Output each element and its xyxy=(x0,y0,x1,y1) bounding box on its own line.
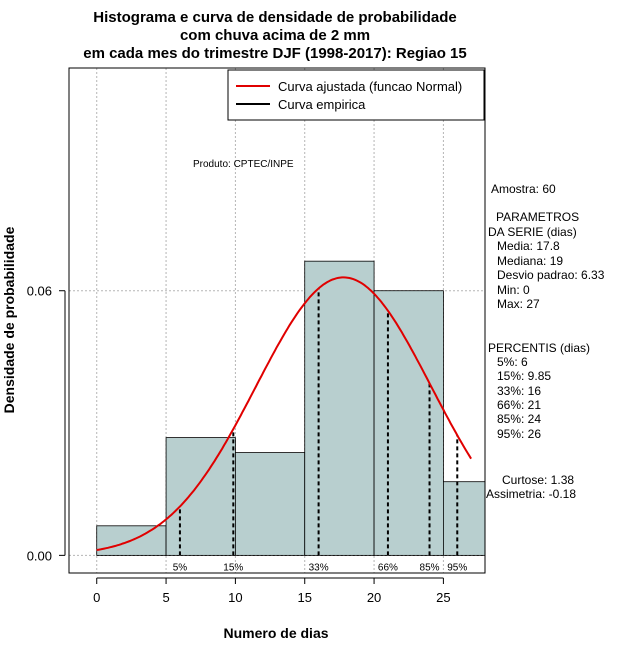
amostra-text: Amostra: 60 xyxy=(491,182,556,196)
side-panel: Amostra: 60 PARAMETROS DA SERIE (dias) M… xyxy=(486,182,605,501)
percentil-5: 5%: 6 xyxy=(497,355,528,369)
param-max: Max: 27 xyxy=(497,297,540,311)
percentile-label: 66% xyxy=(378,562,398,573)
plot-frame xyxy=(68,67,486,574)
percentile-label: 15% xyxy=(223,562,243,573)
product-label: Produto: CPTEC/INPE xyxy=(193,159,294,170)
percentil-33: 33%: 16 xyxy=(497,384,541,398)
x-tick-label: 25 xyxy=(436,590,450,605)
param-desvio: Desvio padrao: 6.33 xyxy=(497,268,605,282)
percentile-label: 33% xyxy=(309,562,329,573)
percentil-66: 66%: 21 xyxy=(497,398,541,412)
legend: Curva ajustada (funcao Normal) Curva emp… xyxy=(227,69,485,121)
percentil-15: 15%: 9.85 xyxy=(497,369,551,383)
legend-label-empirical: Curva empirica xyxy=(278,97,366,112)
param-min: Min: 0 xyxy=(497,283,530,297)
chart-title-line-2: com chuva acima de 2 mm xyxy=(180,27,370,44)
percentil-95: 95%: 26 xyxy=(497,427,541,441)
param-media: Media: 17.8 xyxy=(497,239,560,253)
chart-title-line-1: Histograma e curva de densidade de proba… xyxy=(93,9,456,26)
x-axis-label: Numero de dias xyxy=(223,625,328,641)
percentile-label: 85% xyxy=(420,562,440,573)
chart-title-line-3: em cada mes do trimestre DJF (1998-2017)… xyxy=(83,45,467,62)
x-tick-label: 10 xyxy=(228,590,242,605)
params-title-1: PARAMETROS xyxy=(496,210,579,224)
legend-label-normal: Curva ajustada (funcao Normal) xyxy=(278,79,462,94)
y-tick-label: 0.06 xyxy=(27,284,52,299)
params-title-2: DA SERIE (dias) xyxy=(488,225,577,239)
axis-layer: 0 5 10 15 20 25 0.00 0.06 xyxy=(27,284,451,605)
histogram-bar xyxy=(234,452,306,556)
curve-layer xyxy=(96,276,472,551)
percentil-85: 85%: 24 xyxy=(497,412,541,426)
x-tick-label: 5 xyxy=(162,590,169,605)
percentile-layer: 5% 15% 33% 66% 85% 95% xyxy=(173,288,467,573)
percentile-label: 95% xyxy=(447,562,467,573)
curtose-text: Curtose: 1.38 xyxy=(502,473,574,487)
bars-layer xyxy=(96,260,486,556)
legend-box xyxy=(227,69,485,121)
histogram-bar xyxy=(442,481,486,556)
percentile-label: 5% xyxy=(173,562,188,573)
histogram-bar xyxy=(165,437,236,556)
x-tick-label: 0 xyxy=(93,590,100,605)
param-mediana: Mediana: 19 xyxy=(497,254,563,268)
histogram-bar xyxy=(304,260,375,556)
assimetria-text: Assimetria: -0.18 xyxy=(486,487,576,501)
y-axis-label: Densidade de probabilidade xyxy=(1,226,17,413)
x-tick-label: 15 xyxy=(297,590,311,605)
percentis-title: PERCENTIS (dias) xyxy=(488,341,590,355)
y-tick-label: 0.00 xyxy=(27,548,52,563)
x-tick-label: 20 xyxy=(367,590,381,605)
normal-fit-curve xyxy=(96,276,472,551)
histogram-bar xyxy=(373,290,444,556)
